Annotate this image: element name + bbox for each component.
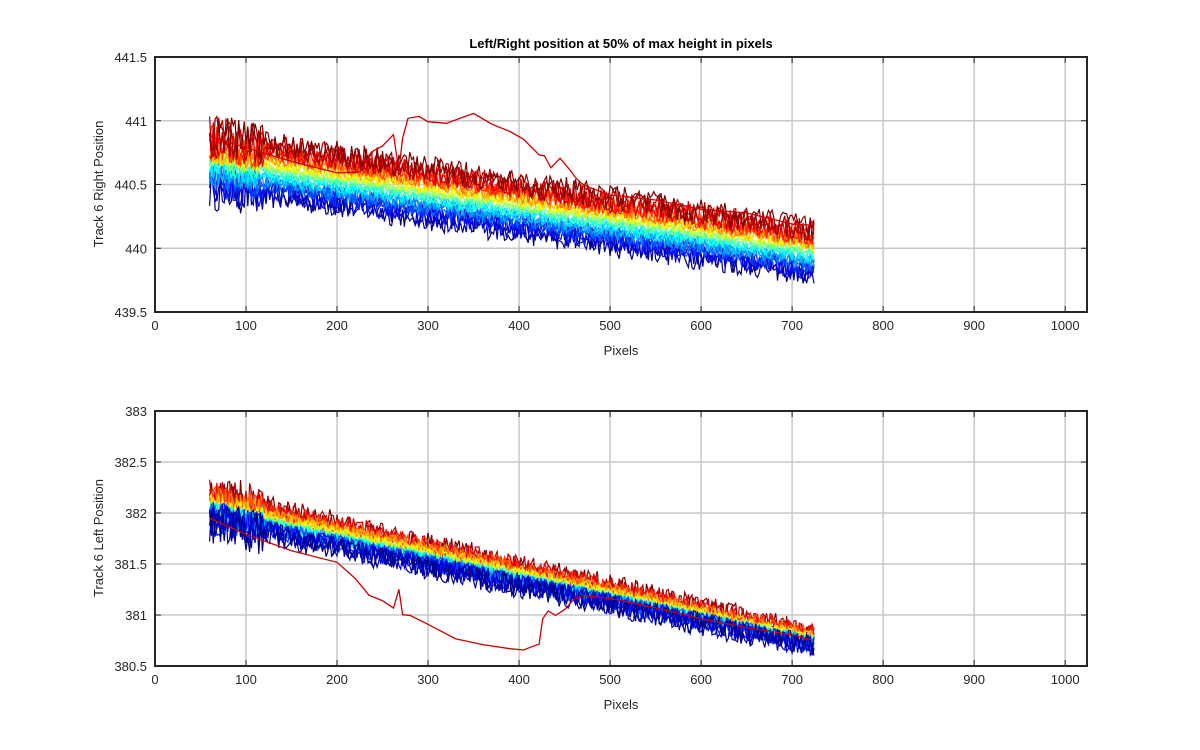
y-tick-label: 383 — [125, 404, 147, 419]
x-tick-label: 500 — [599, 672, 621, 687]
bottom-subplot: 0 100 200 300 400 500 600 700 800 900 1000 380.5 381… — [91, 404, 1088, 712]
x-tick-label: 1000 — [1051, 672, 1080, 687]
y-tick-label: 380.5 — [114, 659, 147, 674]
outlier-series-line — [209, 517, 815, 651]
x-tick-label: 400 — [508, 672, 530, 687]
outlier-series-line — [209, 112, 815, 226]
x-tick-label: 700 — [781, 318, 803, 333]
bottom-grid — [155, 411, 1087, 666]
top-chart-title: Left/Right position at 50% of max height… — [469, 36, 772, 51]
x-tick-label: 600 — [690, 672, 712, 687]
bottom-series-lines — [209, 479, 815, 658]
top-subplot: 0 100 200 300 400 500 600 700 800 900 1000 439.5 440… — [91, 36, 1088, 358]
bottom-axes-box — [154, 410, 1088, 667]
y-tick-label: 439.5 — [114, 305, 147, 320]
y-tick-label: 381 — [125, 608, 147, 623]
x-tick-label: 900 — [963, 672, 985, 687]
top-series-lines — [209, 112, 815, 284]
y-tick-label: 382.5 — [114, 455, 147, 470]
x-tick-label: 0 — [151, 672, 158, 687]
y-tick-label: 441 — [125, 114, 147, 129]
x-tick-label: 100 — [235, 318, 257, 333]
y-tick-label: 440 — [125, 241, 147, 256]
y-tick-label: 381.5 — [114, 557, 147, 572]
x-tick-label: 300 — [417, 318, 439, 333]
x-tick-label: 400 — [508, 318, 530, 333]
x-tick-label: 200 — [326, 672, 348, 687]
x-tick-label: 800 — [872, 318, 894, 333]
x-tick-label: 500 — [599, 318, 621, 333]
series-line — [209, 160, 815, 272]
y-tick-label: 382 — [125, 506, 147, 521]
y-tick-label: 441.5 — [114, 50, 147, 65]
x-tick-label: 800 — [872, 672, 894, 687]
x-tick-label: 600 — [690, 318, 712, 333]
y-tick-label: 440.5 — [114, 178, 147, 193]
series-line — [209, 155, 815, 258]
top-ticks: 0 100 200 300 400 500 600 700 800 900 1000 439.5 440… — [114, 50, 1087, 333]
bottom-x-axis-label: Pixels — [604, 697, 639, 712]
bottom-ticks: 0 100 200 300 400 500 600 700 800 900 1000 380.5 381… — [114, 404, 1087, 687]
series-line — [209, 115, 815, 240]
x-tick-label: 200 — [326, 318, 348, 333]
x-tick-label: 100 — [235, 672, 257, 687]
x-tick-label: 700 — [781, 672, 803, 687]
x-tick-label: 300 — [417, 672, 439, 687]
x-tick-label: 1000 — [1051, 318, 1080, 333]
top-x-axis-label: Pixels — [604, 343, 639, 358]
top-y-axis-label: Track 6 Right Position — [91, 121, 106, 248]
x-tick-label: 900 — [963, 318, 985, 333]
x-tick-label: 0 — [151, 318, 158, 333]
series-line — [209, 157, 815, 264]
bottom-y-axis-label: Track 6 Left Position — [91, 479, 106, 597]
